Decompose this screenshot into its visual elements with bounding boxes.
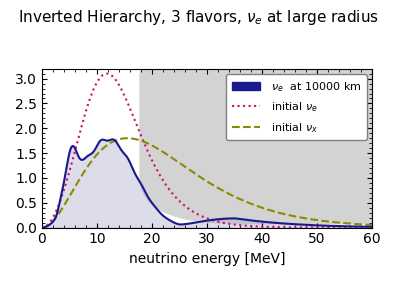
initial $\nu_x$: [297, 216, 302, 219]
$\nu_e$  at 10000 km: [297, 223, 302, 226]
initial $\nu_x$: [125, 137, 129, 140]
X-axis label: neutrino energy [MeV]: neutrino energy [MeV]: [129, 252, 285, 266]
$\nu_e$  at 10000 km: [40, 226, 44, 229]
initial $\nu_e$: [73, 147, 78, 150]
$\nu_e$  at 10000 km: [73, 148, 78, 151]
initial $\nu_e$: [185, 206, 190, 210]
initial $\nu_e$: [267, 225, 271, 228]
$\nu_e$  at 10000 km: [267, 221, 271, 224]
initial $\nu_e$: [105, 72, 109, 75]
$\nu_e$  at 10000 km: [173, 222, 178, 225]
initial $\nu_x$: [40, 226, 44, 229]
Line: $\nu_e$  at 10000 km: $\nu_e$ at 10000 km: [42, 139, 372, 228]
initial $\nu_x$: [370, 223, 375, 227]
$\nu_e$  at 10000 km: [303, 223, 308, 226]
Legend: $\nu_e$  at 10000 km, initial $\nu_e$, initial $\nu_x$: $\nu_e$ at 10000 km, initial $\nu_e$, in…: [226, 74, 367, 140]
Line: initial $\nu_x$: initial $\nu_x$: [42, 138, 372, 228]
$\nu_e$  at 10000 km: [110, 138, 115, 141]
initial $\nu_e$: [303, 226, 308, 229]
Line: initial $\nu_e$: initial $\nu_e$: [42, 74, 372, 228]
initial $\nu_x$: [267, 208, 271, 212]
initial $\nu_x$: [73, 184, 78, 187]
Text: Inverted Hierarchy, 3 flavors, $\nu_e$ at large radius: Inverted Hierarchy, 3 flavors, $\nu_e$ a…: [17, 8, 379, 28]
initial $\nu_e$: [173, 196, 178, 199]
initial $\nu_x$: [185, 167, 190, 170]
$\nu_e$  at 10000 km: [370, 225, 375, 228]
initial $\nu_e$: [297, 226, 302, 229]
initial $\nu_e$: [370, 226, 375, 229]
$\nu_e$  at 10000 km: [185, 222, 190, 225]
FancyBboxPatch shape: [139, 31, 396, 225]
initial $\nu_x$: [173, 159, 178, 162]
initial $\nu_x$: [303, 217, 308, 220]
initial $\nu_e$: [40, 226, 44, 229]
